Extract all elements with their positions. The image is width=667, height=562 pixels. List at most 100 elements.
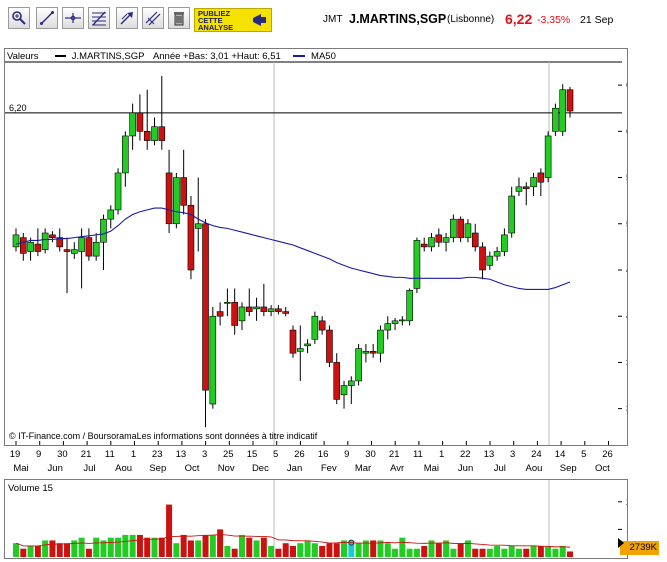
volume-bar <box>238 534 245 557</box>
zoom-tool[interactable] <box>8 7 30 29</box>
volume-panel: 10M 20M Volume 15 <box>4 479 628 559</box>
volume-ma-line <box>15 534 571 548</box>
candle-body <box>260 306 268 312</box>
megaphone-icon <box>253 14 266 26</box>
candle-body <box>333 362 341 400</box>
candle-body <box>377 329 384 354</box>
crosshair-tool[interactable] <box>62 7 84 29</box>
toolbar: PUBLIEZ CETTE ANALYSE JMT J.MARTINS,SGP … <box>0 0 667 42</box>
candle <box>340 380 348 409</box>
candle-body <box>479 246 486 271</box>
stock-code: JMT <box>323 14 343 25</box>
fibonacci-icon <box>92 11 106 26</box>
x-month-label: Jan <box>287 463 302 474</box>
x-tick-label: 21 <box>81 449 92 460</box>
candle-body <box>559 89 567 132</box>
volume-label: Volume 15 <box>8 483 53 494</box>
x-month-label: Mar <box>355 463 371 474</box>
candle-body <box>114 172 122 211</box>
candle-body <box>41 232 49 250</box>
volume-bar <box>370 540 377 557</box>
draw-line-tool[interactable] <box>36 7 58 29</box>
legend-ma-swatch <box>293 55 306 58</box>
y-tick-label: 6 <box>626 126 627 137</box>
publish-analysis-button[interactable]: PUBLIEZ CETTE ANALYSE <box>194 8 272 32</box>
candle-body <box>231 302 238 326</box>
x-month-label: Nov <box>218 463 235 474</box>
candle-body <box>384 323 392 331</box>
x-axis-labels: 19 9 30 21 11 1 23 13 3 25 15 5 26 16 9 30 21 11 1 22 13 3 24 1… <box>10 449 613 474</box>
candle-body <box>406 290 413 322</box>
x-tick-label: 5 <box>273 449 278 460</box>
trash-icon <box>174 12 184 26</box>
candle-body <box>143 131 151 141</box>
candle <box>224 288 231 317</box>
x-tick-label: 24 <box>531 449 542 460</box>
volume-bar <box>443 540 450 557</box>
arrow-icon <box>120 12 133 25</box>
candle-body <box>12 234 20 248</box>
volume-bar <box>421 545 428 557</box>
candle-body <box>508 195 515 234</box>
candle-body <box>253 306 260 310</box>
candle <box>428 233 435 252</box>
candle <box>450 214 457 243</box>
candle <box>559 84 567 136</box>
stock-change: -3,35% <box>537 14 571 26</box>
volume-bar <box>384 543 391 557</box>
volume-bar <box>100 540 107 557</box>
candle-body <box>348 380 355 386</box>
candle-body <box>435 234 443 243</box>
y-tick-label: 6,5 <box>626 80 627 91</box>
volume-bar <box>107 537 114 557</box>
candle <box>479 242 486 280</box>
x-tick-label: 30 <box>365 449 376 460</box>
x-tick-label: 9 <box>36 449 41 460</box>
candle-body <box>71 249 78 254</box>
candle-body <box>340 385 348 396</box>
legend-symbol: J.MARTINS,SGP <box>71 51 145 62</box>
candle-body <box>522 186 530 189</box>
volume-bar <box>49 540 56 557</box>
volume-bar <box>545 545 552 557</box>
candle <box>56 228 64 252</box>
arrow-tool[interactable] <box>116 7 138 29</box>
candle-body <box>471 232 479 248</box>
price-chart: 3 3,5 4 4,5 5 5,5 6 6,5 <box>5 61 627 445</box>
volume-bar <box>42 540 49 557</box>
volume-bar <box>348 540 355 557</box>
candle <box>296 325 304 381</box>
candle-body <box>501 234 508 252</box>
volume-bar <box>457 543 464 557</box>
candle-body <box>238 306 246 322</box>
candle <box>406 288 413 326</box>
candle <box>464 219 472 243</box>
candle <box>122 131 129 187</box>
candle-body <box>194 223 202 229</box>
crosshair-icon <box>65 13 81 23</box>
x-tick-label: 5 <box>581 449 586 460</box>
candle-body <box>355 348 362 382</box>
x-month-label: Aou <box>115 463 132 474</box>
y-tick-label: 5 <box>626 219 627 230</box>
x-tick-label: 26 <box>294 449 305 460</box>
volume-bar <box>297 543 304 557</box>
y-tick-label: 3 <box>626 404 627 415</box>
parallel-tool[interactable] <box>142 7 164 29</box>
legend-valeurs: Valeurs <box>7 51 39 62</box>
candle <box>508 186 515 238</box>
candle <box>41 228 49 254</box>
volume-bar <box>64 543 71 557</box>
x-tick-label: 25 <box>223 449 234 460</box>
volume-bar <box>355 543 362 557</box>
candle-body <box>245 306 253 312</box>
fibonacci-tool[interactable] <box>88 7 110 29</box>
x-month-label: Oct <box>595 463 610 474</box>
candle-body <box>552 107 559 132</box>
y-tick-label: 5,5 <box>626 173 627 184</box>
candle <box>85 228 93 261</box>
volume-bar <box>406 548 413 557</box>
trash-tool[interactable] <box>168 7 190 29</box>
volume-bar <box>399 537 406 557</box>
candle <box>180 149 187 215</box>
